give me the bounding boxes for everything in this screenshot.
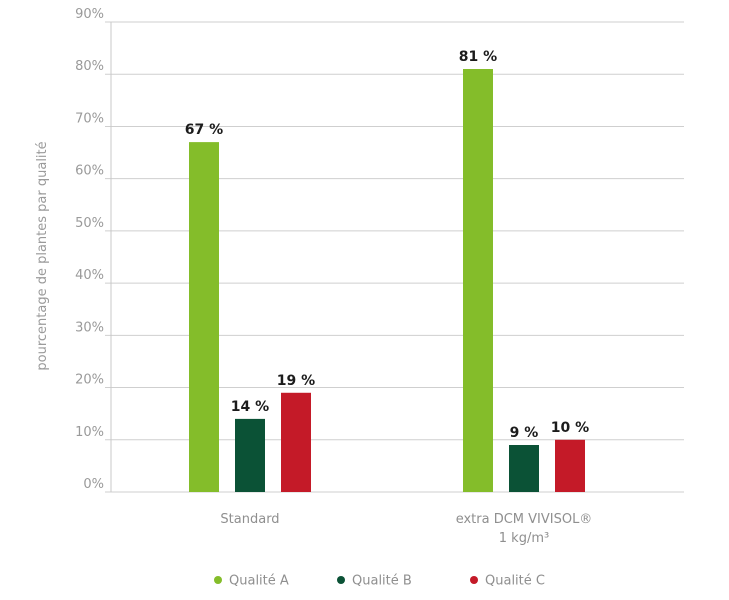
y-tick-label: 50%	[75, 216, 104, 231]
bar	[189, 142, 219, 492]
data-label: 67 %	[185, 122, 223, 138]
y-tick-label: 10%	[75, 425, 104, 440]
y-tick-label: 70%	[75, 111, 104, 126]
data-labels: 67 % 14 % 19 % 81 % 9 % 10 %	[185, 49, 589, 441]
data-label: 14 %	[231, 399, 269, 415]
category-sublabel: 1 kg/m³	[499, 531, 549, 546]
legend: Qualité A Qualité B Qualité C	[214, 574, 545, 589]
bar	[463, 69, 493, 492]
y-tick-label: 90%	[75, 7, 104, 22]
category-label: extra DCM VIVISOL®	[456, 512, 593, 527]
data-label: 81 %	[459, 49, 497, 65]
data-label: 19 %	[277, 373, 315, 389]
legend-label: Qualité C	[485, 574, 545, 589]
bar	[555, 439, 585, 492]
y-tick-label: 20%	[75, 373, 104, 388]
bar	[281, 392, 311, 492]
data-label: 10 %	[551, 420, 589, 436]
legend-marker	[214, 576, 222, 584]
y-axis-label: pourcentage de plantes par qualité	[35, 141, 50, 370]
y-tick-label: 80%	[75, 59, 104, 74]
legend-label: Qualité A	[229, 574, 289, 589]
y-tick-label: 40%	[75, 268, 104, 283]
y-tick-label: 30%	[75, 320, 104, 335]
bar	[509, 445, 539, 492]
legend-label: Qualité B	[352, 574, 412, 589]
y-axis-ticks: 0% 10% 20% 30% 40% 50% 60% 70% 80% 90%	[75, 7, 104, 492]
legend-marker	[337, 576, 345, 584]
data-label: 9 %	[510, 425, 539, 441]
y-tick-label: 0%	[83, 477, 104, 492]
bars	[189, 69, 585, 492]
legend-marker	[470, 576, 478, 584]
category-label: Standard	[220, 512, 279, 527]
category-labels: Standard extra DCM VIVISOL® 1 kg/m³	[220, 512, 592, 546]
bar	[235, 418, 265, 492]
y-tick-label: 60%	[75, 164, 104, 179]
